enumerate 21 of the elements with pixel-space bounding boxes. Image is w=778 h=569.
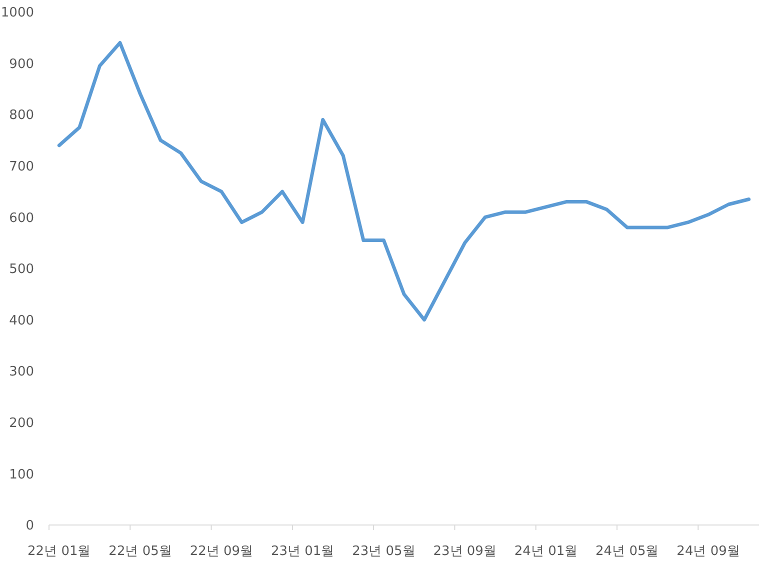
x-tick-label: 23년 09월: [433, 544, 496, 559]
y-tick-label: 300: [9, 364, 34, 380]
x-tick-label: 24년 01월: [514, 544, 578, 559]
y-tick-label: 600: [9, 210, 34, 226]
x-tick-label: 22년 01월: [28, 544, 91, 559]
x-tick-label: 24년 09월: [676, 544, 740, 559]
y-tick-label: 1000: [0, 6, 34, 21]
y-tick-label: 200: [9, 416, 34, 431]
line-series: [57, 41, 751, 322]
y-tick-label: 900: [9, 56, 34, 72]
x-tick-label: 22년 09월: [190, 544, 254, 559]
y-tick-label: 400: [9, 313, 34, 328]
x-tick-label: 23년 01월: [270, 544, 334, 559]
y-tick-label: 800: [9, 108, 34, 124]
y-tick-label: 700: [9, 159, 34, 174]
y-tick-label: 0: [26, 518, 34, 534]
y-tick-label: 100: [9, 467, 34, 482]
x-tick-label: 22년 05월: [108, 544, 172, 559]
y-tick-label: 500: [9, 262, 34, 278]
x-tick-label: 24년 05월: [596, 544, 659, 559]
x-tick-label: 23년 05월: [352, 544, 416, 559]
